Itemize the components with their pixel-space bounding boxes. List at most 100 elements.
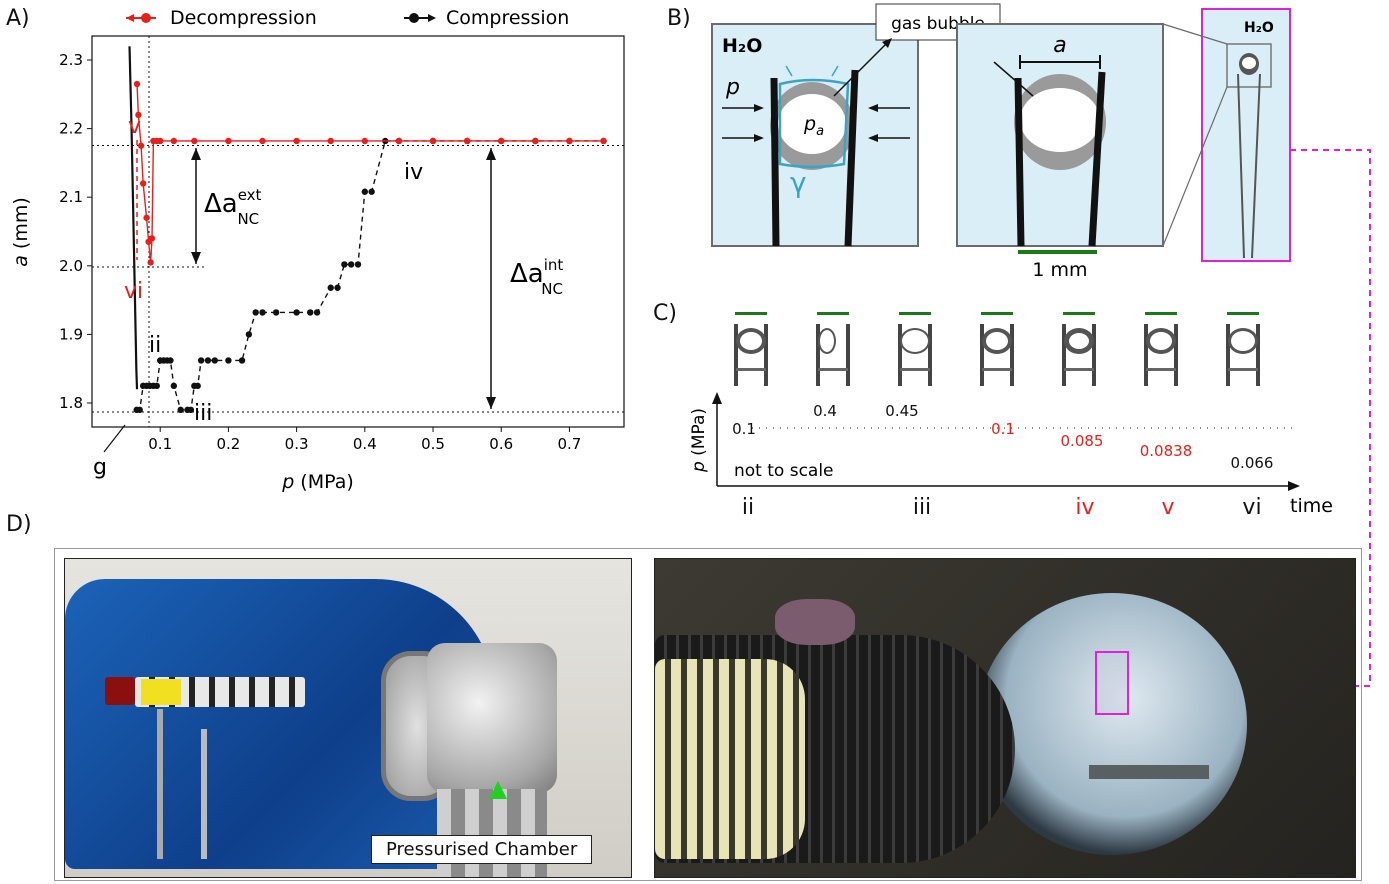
sample-holder	[1089, 765, 1209, 779]
series-line	[136, 83, 604, 263]
plot-frame	[91, 35, 625, 428]
panel-label-b: B)	[667, 6, 691, 31]
panel-label-a: A)	[6, 6, 30, 31]
data-point	[327, 284, 334, 291]
photo-camera-view	[654, 558, 1356, 878]
c-y-label: p (MPa)	[689, 408, 709, 473]
data-point	[347, 261, 355, 268]
data-point	[167, 357, 174, 364]
data-point	[307, 309, 314, 316]
magenta-roi-box	[1095, 651, 1129, 715]
data-point	[150, 137, 157, 145]
data-point	[133, 80, 141, 88]
data-point	[136, 406, 143, 414]
panel-label-c: C)	[653, 301, 677, 326]
x-tick-label: 0.6	[489, 435, 513, 453]
bubble-thumbnail	[964, 312, 1030, 388]
data-point	[135, 111, 142, 119]
y-tick-label: 1.8	[59, 394, 83, 412]
y-tick-label: 2.0	[59, 257, 83, 275]
y-tick-label: 2.2	[59, 120, 83, 138]
time-label: time	[1290, 495, 1333, 517]
data-point	[252, 309, 259, 316]
delta-int-arrow	[486, 148, 496, 409]
axis-ticks: 0.1 0.2 0.3 0.4 0.5 0.6 0.7 1.8 1.9 2.0 2.1 2.2 2.3	[59, 51, 581, 453]
data-point	[191, 137, 198, 145]
y-axis-label: a (mm)	[10, 197, 32, 267]
data-point	[139, 180, 147, 187]
scale-bar-label: 1 mm	[1032, 259, 1087, 281]
stage-label: v	[1161, 495, 1174, 520]
data-point	[153, 382, 160, 390]
pressure-label: 0.1	[991, 420, 1015, 438]
data-point	[566, 137, 573, 145]
pressure-label: 0.0838	[1140, 442, 1193, 460]
glove-patch	[775, 599, 855, 645]
data-point	[197, 357, 205, 364]
annotation-g: g	[93, 455, 107, 480]
p-label: p	[725, 75, 740, 100]
panel-d-frame	[54, 548, 1362, 881]
data-point	[463, 137, 471, 145]
data-point	[143, 214, 150, 221]
camera-mount	[141, 679, 181, 705]
x-tick-label: 0.2	[216, 435, 240, 453]
h2o-label-left: H₂O	[722, 35, 762, 57]
data-point	[245, 331, 253, 338]
bubble-thumbnail	[1046, 312, 1112, 388]
lens-grip	[655, 659, 805, 859]
a-label: a	[1053, 33, 1066, 58]
bubble-thumbnail	[882, 312, 948, 388]
h2o-label-right: H₂O	[1244, 20, 1274, 36]
panel-b-figure: H₂O p pa γ gas bubble a 1 mm H₂O	[711, 3, 1291, 281]
chart-legend: Decompression Compression	[126, 7, 569, 29]
data-point	[600, 137, 607, 145]
pa-label: pa	[803, 113, 824, 139]
pressure-label: 0.066	[1231, 454, 1274, 472]
data-point	[211, 357, 218, 364]
delta-ext-label: Δaext NC	[204, 186, 262, 228]
pressure-label: 0.45	[885, 402, 918, 420]
data-point	[170, 382, 178, 390]
legend-compression: Compression	[446, 7, 569, 29]
data-point	[313, 309, 321, 316]
data-point	[354, 261, 362, 268]
gamma-label: γ	[790, 166, 807, 199]
data-point	[272, 309, 280, 316]
series-line	[128, 46, 139, 390]
x-tick-label: 0.3	[285, 435, 309, 453]
delta-ext-arrow	[191, 148, 201, 264]
data-point	[361, 188, 369, 195]
green-marker	[489, 781, 507, 799]
data-point	[334, 284, 341, 291]
camera-body	[105, 677, 135, 705]
data-point	[429, 137, 437, 145]
data-point	[327, 137, 334, 145]
data-point	[225, 357, 232, 364]
bubble-thumbnail	[718, 312, 784, 388]
legend-decompression: Decompression	[170, 7, 317, 29]
x-axis-label: p (MPa)	[281, 471, 354, 493]
annotation-v: v	[128, 114, 141, 139]
annotation-ii: ii	[149, 333, 161, 358]
pressurised-chamber-label: Pressurised Chamber	[371, 835, 593, 864]
panel-c-timeline: p (MPa) 0.1 0.4 0.45 0.1 0.085 0.0838 0.066 no…	[689, 392, 1333, 520]
pressure-label: 0.4	[813, 402, 837, 420]
bubble-thumbnail	[1128, 312, 1194, 388]
data-point	[147, 259, 154, 266]
x-tick-label: 0.5	[421, 435, 445, 453]
pressure-label: 0.085	[1061, 432, 1104, 450]
tripod-stand-2	[201, 729, 207, 859]
y-tick-label: 2.1	[59, 188, 83, 206]
data-point	[137, 142, 145, 149]
data-point	[145, 238, 152, 245]
data-point	[259, 309, 266, 316]
data-point	[293, 309, 300, 316]
data-point	[361, 137, 369, 145]
data-point	[532, 137, 539, 145]
stage-labels: ii iii iv v vi	[742, 495, 1262, 520]
annotation-iv: iv	[404, 160, 423, 185]
data-point	[395, 137, 403, 145]
x-tick-label: 0.1	[148, 435, 172, 453]
data-point	[194, 382, 201, 390]
